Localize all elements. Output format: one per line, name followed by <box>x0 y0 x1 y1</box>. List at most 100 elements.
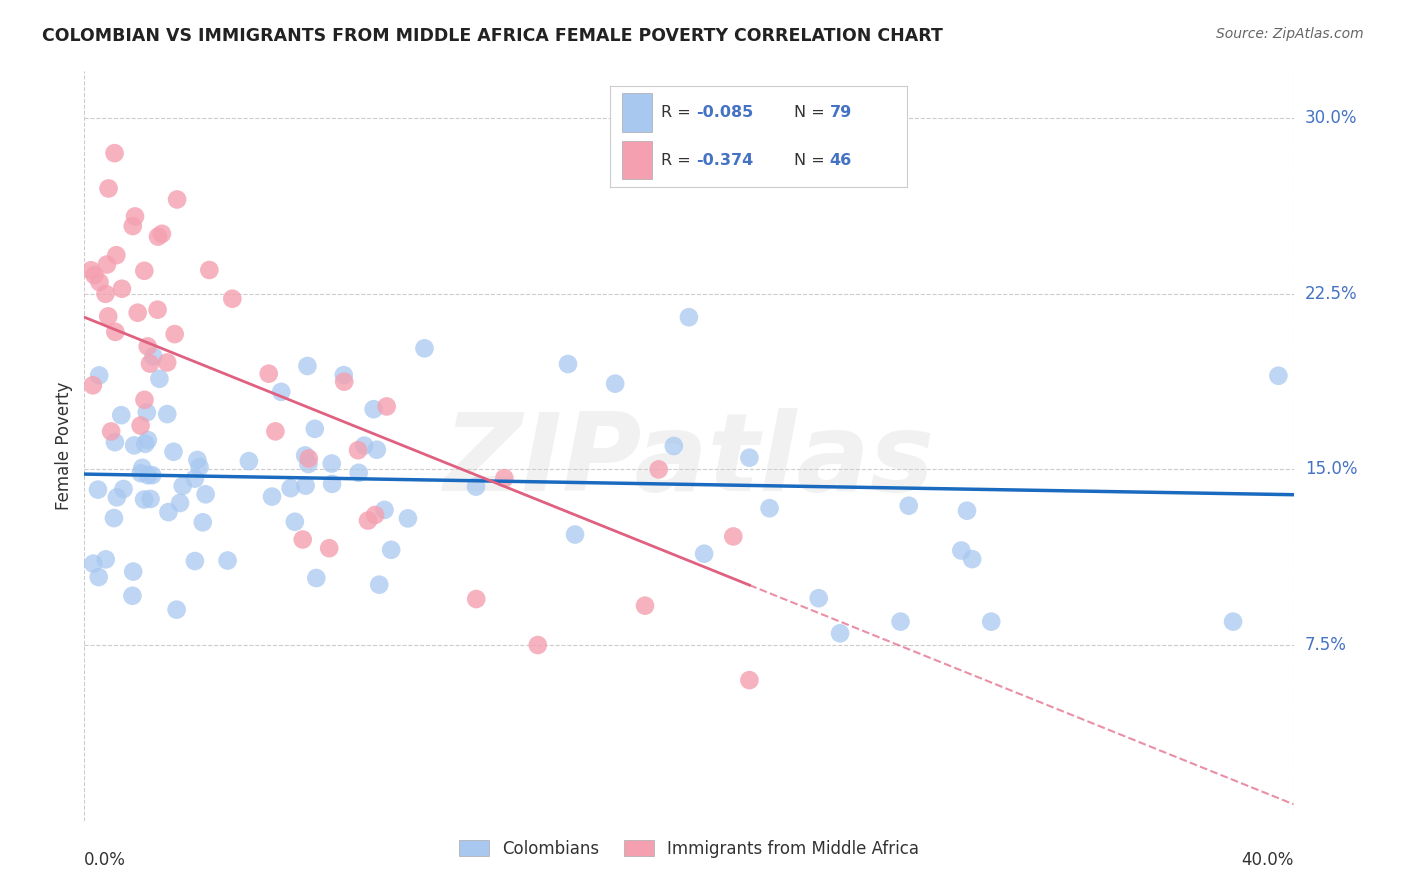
Point <box>112 482 135 496</box>
Point <box>142 350 165 364</box>
Point <box>321 457 343 471</box>
Point <box>124 210 146 224</box>
Point <box>111 282 134 296</box>
Point <box>131 460 153 475</box>
Point <box>141 468 163 483</box>
Point <box>129 466 152 480</box>
Point <box>564 527 586 541</box>
Point <box>217 553 239 567</box>
Legend: Colombians, Immigrants from Middle Africa: Colombians, Immigrants from Middle Afric… <box>451 833 927 864</box>
Point <box>156 407 179 421</box>
Point <box>100 425 122 439</box>
Point <box>758 501 780 516</box>
Point <box>634 599 657 613</box>
Point <box>347 443 370 458</box>
Point <box>156 355 179 369</box>
Point <box>97 310 120 324</box>
Point <box>413 341 436 355</box>
Text: ZIPatlas: ZIPatlas <box>443 408 935 514</box>
Point <box>291 533 314 547</box>
Point <box>134 492 156 507</box>
Point <box>270 384 292 399</box>
Point <box>146 302 169 317</box>
Point <box>527 638 550 652</box>
Point <box>157 505 180 519</box>
Point <box>363 402 385 417</box>
Point <box>678 310 700 325</box>
Point <box>136 433 159 447</box>
Point <box>146 229 169 244</box>
Point <box>162 444 184 458</box>
Point <box>134 392 156 407</box>
Point <box>366 442 388 457</box>
Text: COLOMBIAN VS IMMIGRANTS FROM MIDDLE AFRICA FEMALE POVERTY CORRELATION CHART: COLOMBIAN VS IMMIGRANTS FROM MIDDLE AFRI… <box>42 27 943 45</box>
Point <box>305 571 328 585</box>
Point <box>134 437 156 451</box>
Point <box>122 565 145 579</box>
Point <box>172 479 194 493</box>
Point <box>105 491 128 505</box>
Point <box>82 557 104 571</box>
Point <box>186 453 208 467</box>
Point <box>897 499 920 513</box>
Text: 22.5%: 22.5% <box>1305 285 1357 302</box>
Point <box>238 454 260 468</box>
Point <box>297 359 319 373</box>
Point <box>1222 615 1244 629</box>
Point <box>890 615 912 629</box>
Point <box>96 258 118 272</box>
Point <box>357 514 380 528</box>
Point <box>298 451 321 466</box>
Point <box>980 615 1002 629</box>
Point <box>121 589 143 603</box>
Point <box>950 543 973 558</box>
Point <box>134 264 156 278</box>
Point <box>135 405 157 419</box>
Point <box>97 181 120 195</box>
Point <box>80 263 103 277</box>
Text: 7.5%: 7.5% <box>1305 636 1347 654</box>
Point <box>332 368 354 383</box>
Text: 40.0%: 40.0% <box>1241 851 1294 869</box>
Point <box>169 496 191 510</box>
Point <box>738 673 761 688</box>
Point <box>396 511 419 525</box>
Text: 15.0%: 15.0% <box>1305 460 1357 478</box>
Point <box>104 435 127 450</box>
Point <box>280 481 302 495</box>
Point <box>257 367 280 381</box>
Point <box>121 219 143 233</box>
Point <box>139 491 162 506</box>
Point <box>94 552 117 566</box>
Point <box>127 306 149 320</box>
Point <box>693 547 716 561</box>
Point <box>150 227 173 241</box>
Point <box>605 376 627 391</box>
Point <box>103 511 125 525</box>
Point <box>380 542 402 557</box>
Point <box>110 408 132 422</box>
Point <box>136 339 159 353</box>
Point <box>830 626 852 640</box>
Point <box>807 591 830 606</box>
Point <box>1267 368 1289 383</box>
Point <box>221 292 243 306</box>
Point <box>557 357 579 371</box>
Point <box>297 457 319 471</box>
Point <box>136 468 159 483</box>
Point <box>662 439 685 453</box>
Point <box>184 472 207 486</box>
Point <box>163 327 186 342</box>
Point <box>89 275 111 289</box>
Point <box>347 466 370 480</box>
Point <box>129 418 152 433</box>
Point <box>260 490 283 504</box>
Point <box>375 400 398 414</box>
Point <box>122 438 145 452</box>
Point <box>166 602 188 616</box>
Point <box>960 552 983 566</box>
Point <box>353 439 375 453</box>
Point <box>494 471 516 485</box>
Point <box>294 449 316 463</box>
Point <box>87 570 110 584</box>
